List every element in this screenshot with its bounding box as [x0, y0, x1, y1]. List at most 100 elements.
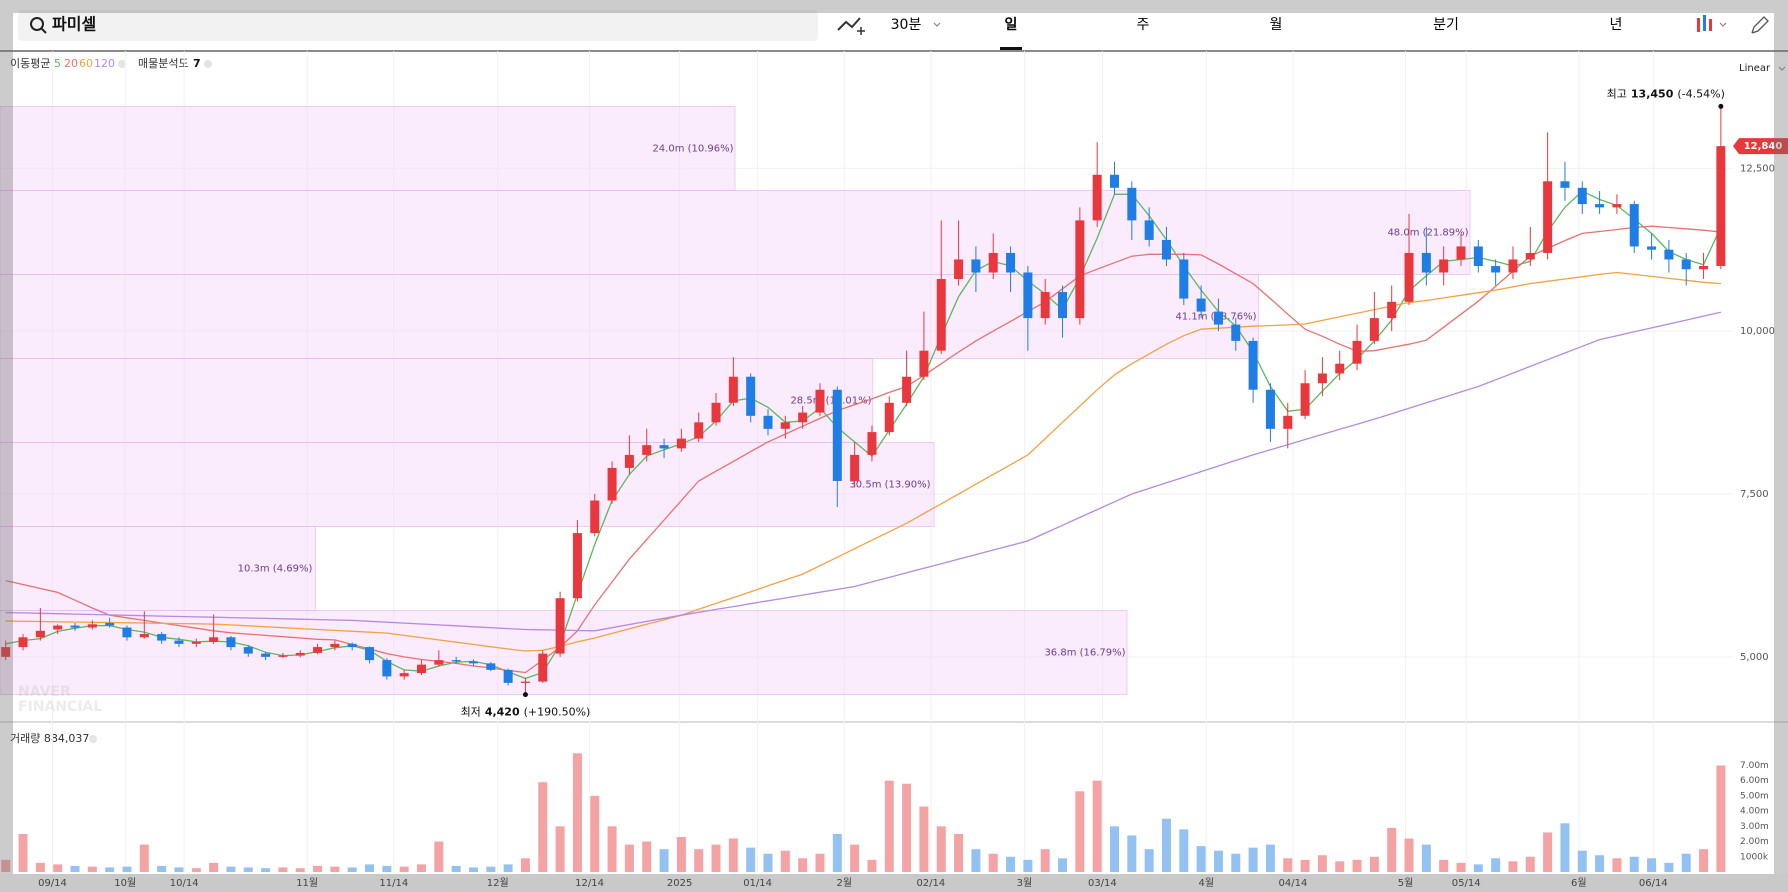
candle-body [538, 653, 548, 682]
volume-bar [1265, 844, 1275, 872]
x-tick-label: 02/14 [916, 878, 945, 889]
profile-label: 10.3m (4.69%) [238, 564, 313, 575]
volume-bar [798, 858, 808, 872]
volume-bar [746, 847, 756, 872]
close-icon[interactable] [204, 60, 212, 68]
volume-bar [53, 864, 63, 872]
candle-body [1387, 301, 1397, 319]
candle-body [347, 643, 357, 648]
volume-bar [1161, 818, 1171, 872]
dropdown-chevron[interactable] [1719, 22, 1727, 27]
x-tick-label: 01/14 [743, 878, 772, 889]
volume-bar [1595, 855, 1605, 872]
chart-type-icon[interactable] [1709, 19, 1712, 31]
tab[interactable]: 일 [1005, 17, 1018, 33]
candle-body [486, 663, 496, 670]
volume-bar [468, 867, 478, 872]
volume-bar [1300, 859, 1310, 872]
candle-body [1699, 265, 1709, 270]
candle-body [417, 664, 427, 674]
volume-bar [694, 849, 704, 872]
candle-body [1127, 187, 1137, 221]
candle-body [815, 389, 825, 413]
volume-bar [1543, 832, 1553, 872]
search-box[interactable] [18, 10, 818, 41]
volume-bar [1040, 849, 1050, 872]
volume-bar [919, 806, 929, 872]
close-icon[interactable] [118, 60, 126, 68]
close-icon[interactable] [89, 735, 97, 743]
x-tick-label: 05/14 [1452, 878, 1481, 889]
tab[interactable]: 30분 [891, 17, 922, 33]
profile-label: 24.0m (10.96%) [652, 143, 733, 154]
tab[interactable]: 분기 [1433, 17, 1459, 33]
candle-body [1213, 311, 1223, 325]
y-tick-label: 5,000 [1740, 652, 1769, 663]
volume-bar [642, 841, 652, 872]
indicator-icon[interactable] [837, 17, 861, 31]
volume-bar [1560, 823, 1570, 872]
ma-legend-item: 5 [54, 57, 61, 70]
profile-band [0, 526, 316, 612]
scale-mode[interactable]: Linear [1739, 63, 1771, 74]
active-tab-underline [1000, 47, 1022, 50]
volume-bar [382, 865, 392, 872]
candle-body [295, 652, 305, 656]
volume-bar [191, 868, 201, 872]
candle-body [1369, 318, 1379, 341]
candle-body [694, 422, 704, 439]
low-marker [522, 692, 528, 698]
chart-type-icon[interactable] [1703, 15, 1706, 31]
volume-bar [815, 853, 825, 872]
volume-bar [399, 866, 409, 872]
x-tick-label: 06/14 [1639, 878, 1668, 889]
candle-body [1248, 340, 1258, 390]
tab[interactable]: 월 [1270, 17, 1283, 33]
x-tick-label: 10/14 [170, 878, 199, 889]
profile-label: 36.8m (16.79%) [1044, 648, 1125, 659]
ma-legend-item: 120 [94, 57, 115, 70]
volume-tick-label: 5.00m [1740, 791, 1769, 801]
chart-type-icon[interactable] [1697, 18, 1700, 32]
search-text[interactable]: 파미셀 [52, 15, 96, 34]
candle-body [780, 422, 790, 429]
x-tick-label: 03/14 [1088, 878, 1117, 889]
candle-body [936, 279, 946, 351]
volume-bar [832, 833, 842, 872]
candle-body [798, 412, 808, 423]
candle-body [728, 376, 738, 403]
volume-bar [503, 864, 513, 872]
volume-bar [850, 844, 860, 872]
volume-bar [174, 867, 184, 872]
dropdown-chevron[interactable] [1778, 66, 1786, 71]
volume-bar [87, 866, 97, 872]
candle-body [330, 643, 340, 648]
volume-bar [1508, 861, 1518, 872]
edit-icon[interactable] [1751, 16, 1769, 34]
candle-body [624, 454, 634, 468]
dropdown-chevron[interactable] [933, 22, 941, 27]
volume-bar [226, 866, 236, 872]
volume-bar [1231, 853, 1241, 872]
y-tick-label: 7,500 [1740, 489, 1769, 500]
tab[interactable]: 년 [1610, 17, 1623, 33]
candle-body [70, 625, 80, 628]
volume-bar [347, 867, 357, 872]
candle-body [1577, 187, 1587, 205]
volume-bar [1387, 827, 1397, 872]
candle-body [365, 647, 375, 661]
volume-bar [1179, 829, 1189, 872]
candle-body [18, 637, 28, 648]
candle-body [1, 647, 11, 657]
candle-body [1664, 249, 1674, 260]
candle-body [1283, 415, 1293, 429]
candle-body [382, 660, 392, 677]
volume-bar [1317, 855, 1327, 872]
volume-tick-label: 3.00m [1740, 822, 1769, 832]
x-tick-label: 11/14 [379, 878, 408, 889]
candle-body [763, 415, 773, 429]
tab[interactable]: 주 [1137, 17, 1150, 33]
volume-bar [1283, 858, 1293, 872]
candle-body [1075, 220, 1085, 319]
